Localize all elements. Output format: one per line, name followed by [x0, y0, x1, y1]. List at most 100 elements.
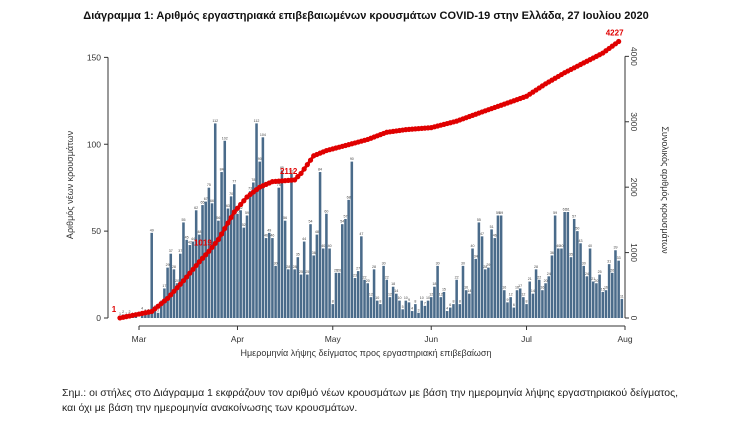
cumulative-value-label: 4227: [606, 29, 624, 38]
bar: [518, 288, 522, 318]
bar-value-label: 35: [296, 253, 300, 257]
bar-value-label: 84: [220, 168, 224, 172]
bar-value-label: 25: [305, 270, 309, 274]
cumulative-point: [616, 38, 622, 45]
x-tick-label: Jul: [521, 334, 532, 344]
bar: [591, 281, 595, 318]
bar-value-label: 85: [280, 166, 284, 170]
bar-value-label: 8: [526, 300, 528, 304]
bar: [398, 300, 401, 318]
bar: [569, 257, 573, 318]
bar-value-label: 50: [575, 227, 579, 231]
bar-value-label: 112: [254, 119, 260, 123]
y2-tick-label: 1000: [629, 243, 639, 262]
bar-value-label: 28: [286, 265, 290, 269]
bar: [499, 215, 503, 318]
cumulative-point: [304, 162, 310, 168]
bar: [239, 210, 242, 318]
bar-value-label: 20: [175, 279, 179, 283]
bar: [429, 297, 433, 318]
bar-value-label: 27: [356, 267, 360, 271]
bar: [264, 238, 268, 318]
bar-value-label: 36: [550, 251, 554, 255]
bar-value-label: 28: [372, 265, 376, 269]
cumulative-point: [295, 174, 301, 180]
bar: [620, 298, 624, 318]
bar-value-label: 54: [309, 220, 313, 224]
y2-axis-label: Συνολικός αριθμός κρουσμάτων: [660, 126, 670, 254]
bar: [420, 300, 423, 318]
bar-value-label: 30: [382, 261, 386, 265]
bar-value-label: 26: [337, 268, 341, 272]
bar-value-label: 21: [591, 277, 595, 281]
bar-value-label: 8: [459, 300, 461, 304]
bar: [483, 269, 487, 318]
bar: [426, 300, 430, 318]
bar-value-label: 83: [289, 169, 293, 173]
cumulative-point: [218, 231, 225, 237]
bar: [445, 311, 449, 318]
bar: [541, 290, 544, 318]
bar: [150, 232, 153, 318]
bar-value-label: 4: [411, 307, 413, 311]
chart-title: Διάγραμμα 1: Αριθμός εργαστηριακά επιβεβ…: [83, 10, 649, 22]
bar-value-label: 51: [490, 225, 494, 229]
bar: [255, 123, 258, 319]
bar: [144, 312, 147, 318]
bar: [566, 212, 570, 318]
bar: [204, 201, 207, 318]
bar: [468, 293, 471, 318]
bar-value-label: 61: [563, 208, 567, 212]
bar-value-label: 2: [128, 310, 130, 314]
cumulative-point: [164, 295, 171, 301]
bar-value-label: 52: [242, 223, 246, 227]
bar-value-label: 36: [312, 251, 316, 255]
bar: [156, 312, 160, 318]
bar: [509, 297, 512, 318]
cumulative-point: [203, 252, 209, 258]
bar-value-label: 48: [197, 230, 201, 234]
y-tick-label: 0: [96, 313, 101, 323]
bar: [553, 215, 557, 318]
cumulative-line: [117, 38, 622, 321]
bar-value-label: 84: [318, 168, 322, 172]
bar-value-label: 14: [467, 289, 471, 293]
bar-value-label: 43: [579, 239, 583, 243]
bar-value-label: 30: [461, 261, 465, 265]
bar: [337, 272, 341, 318]
y2-tick-label: 4000: [629, 47, 639, 66]
bar-value-label: 8: [379, 300, 381, 304]
cumulative-point: [222, 225, 228, 232]
bar: [213, 123, 217, 319]
bar-value-label: 10: [420, 296, 424, 300]
bar: [534, 269, 538, 318]
bar-value-label: 57: [343, 214, 347, 218]
cumulative-point: [168, 292, 174, 298]
bar-value-label: 46: [270, 234, 274, 238]
bar: [490, 229, 493, 318]
bar-value-label: 37: [169, 249, 173, 253]
bar-value-label: 25: [299, 270, 303, 274]
bar: [614, 250, 617, 318]
bar-value-label: 15: [442, 287, 446, 291]
bar-value-label: 61: [566, 208, 570, 212]
bar: [515, 290, 519, 318]
bar: [588, 248, 592, 318]
bar: [436, 265, 439, 318]
bar-value-label: 10: [375, 296, 379, 300]
bar-value-label: 17: [518, 284, 522, 288]
cumulative-value-label: 1: [112, 305, 117, 314]
cumulative-point: [180, 278, 187, 284]
bar: [147, 312, 150, 318]
bar-value-label: 40: [559, 244, 563, 248]
bar-value-label: 112: [212, 119, 218, 123]
bar: [353, 278, 357, 318]
bar-value-label: 16: [502, 286, 506, 290]
bar: [537, 279, 541, 318]
bar: [252, 182, 255, 318]
bar: [407, 302, 411, 318]
bar-value-label: 47: [359, 232, 363, 236]
bar-value-label: 25: [598, 270, 602, 274]
bar: [582, 265, 585, 318]
cumulative-point: [225, 220, 231, 226]
